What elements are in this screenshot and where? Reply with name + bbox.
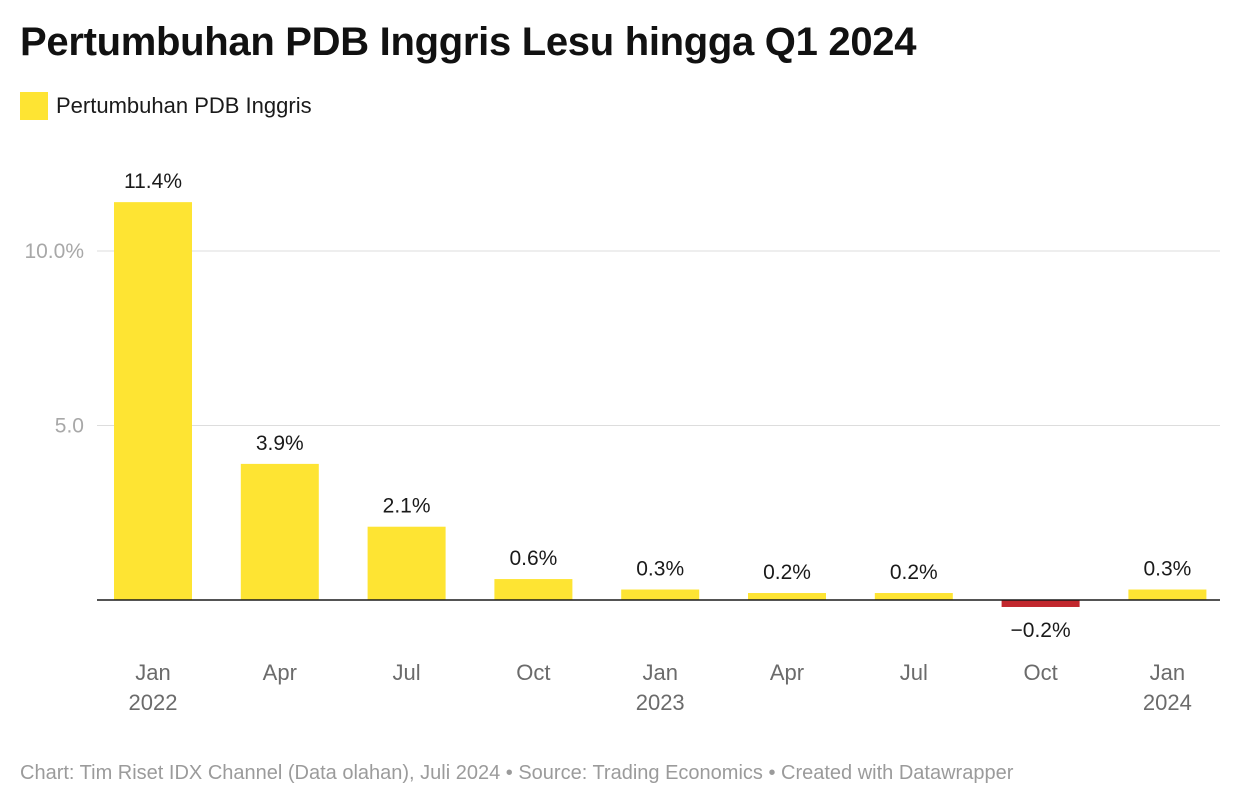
data-label: 0.6%: [509, 547, 557, 570]
x-tick-label: 2024: [1143, 690, 1192, 715]
x-tick-label: Oct: [516, 660, 550, 685]
bar: [1128, 589, 1207, 600]
bar: [874, 593, 953, 600]
x-tick-label: Jul: [900, 660, 928, 685]
bar: [240, 463, 319, 600]
x-tick-label: Apr: [263, 660, 297, 685]
bar: [494, 579, 573, 600]
x-tick-label: Jul: [393, 660, 421, 685]
x-tick-label: 2022: [129, 690, 178, 715]
chart-title: Pertumbuhan PDB Inggris Lesu hingga Q1 2…: [20, 20, 917, 64]
bar: [621, 589, 700, 600]
bar: [1001, 600, 1080, 607]
x-tick-label: 2023: [636, 690, 685, 715]
bar-chart: 5.0 10.0% 11.4% Jan 2022 3.9% Apr 2.1% Jul 0.6% Oc…: [24, 170, 1220, 715]
bar: [114, 202, 192, 600]
y-tick-label: 5.0: [55, 415, 84, 438]
y-tick-label: 10.0%: [24, 240, 84, 263]
legend-swatch: [20, 92, 48, 120]
x-tick-label: Jan: [642, 660, 677, 685]
data-label: 11.4%: [124, 170, 182, 193]
legend-label: Pertumbuhan PDB Inggris: [56, 93, 312, 118]
data-label: 0.3%: [1143, 558, 1191, 581]
legend: Pertumbuhan PDB Inggris: [20, 92, 312, 120]
x-tick-label: Jan: [1150, 660, 1185, 685]
bar: [748, 593, 826, 600]
data-label: 3.9%: [256, 432, 304, 455]
data-label: −0.2%: [1011, 619, 1071, 642]
data-label: 0.2%: [763, 561, 811, 584]
bar: [367, 526, 446, 600]
data-label: 0.3%: [636, 558, 684, 581]
x-tick-label: Jan: [135, 660, 170, 685]
data-label: 0.2%: [890, 561, 938, 584]
chart-footer: Chart: Tim Riset IDX Channel (Data olaha…: [20, 762, 1014, 784]
x-tick-label: Apr: [770, 660, 804, 685]
data-label: 2.1%: [383, 495, 431, 518]
x-tick-label: Oct: [1023, 660, 1057, 685]
